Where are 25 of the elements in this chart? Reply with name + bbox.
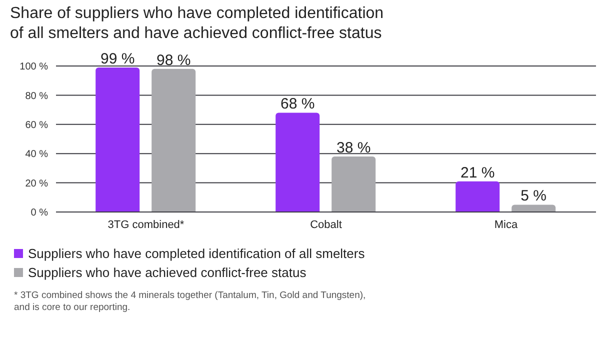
bar [96, 67, 140, 212]
data-label: 5 % [520, 188, 547, 205]
data-label: 21 % [460, 164, 495, 182]
chart-title: Share of suppliers who have completed identification of all smelters and have achieved conflict-free status [10, 4, 385, 44]
bar [332, 156, 376, 212]
bar [456, 181, 500, 212]
y-tick-label: 40 % [25, 149, 48, 160]
data-label: 98 % [156, 52, 191, 69]
x-tick-label: 3TG combined* [108, 218, 185, 231]
data-label: 38 % [336, 140, 371, 157]
data-label: 99 % [100, 50, 135, 68]
y-tick-label: 100 % [20, 62, 48, 73]
bar [152, 68, 196, 212]
legend-label: Suppliers who have achieved conflict-free status [28, 264, 306, 282]
x-tick-label: Mica [494, 218, 518, 231]
text: * 3TG combined shows the 4 minerals together (Tantalum, Tin, Gold and Tungsten), and is core to our reporting. [14, 290, 367, 314]
legend-label: Suppliers who have completed identification of all smelters [28, 245, 365, 263]
y-tick-label: 20 % [25, 178, 48, 190]
y-tick-label: 60 % [25, 120, 48, 131]
x-tick-label: Cobalt [310, 218, 342, 231]
y-tick-label: 80 % [25, 90, 48, 102]
bar [512, 204, 556, 212]
y-tick-label: 0 % [30, 208, 48, 219]
bar [276, 112, 320, 212]
data-label: 68 % [280, 96, 315, 113]
